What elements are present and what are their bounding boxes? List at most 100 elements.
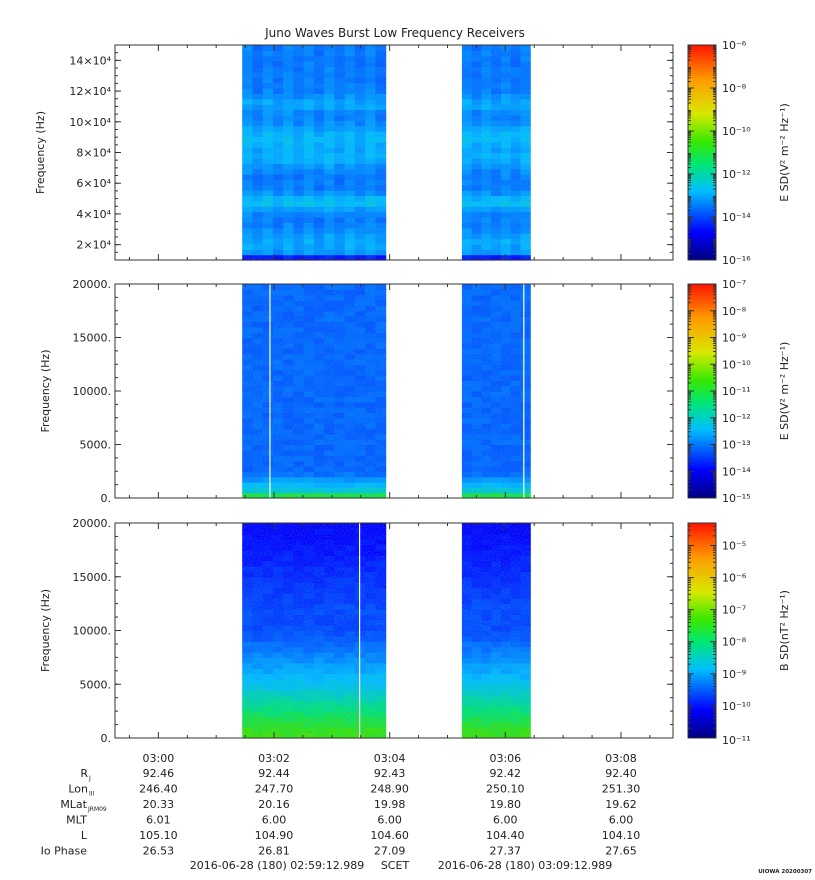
x-tick-label: 03:02 bbox=[258, 752, 290, 765]
colorbar-label: E SD(V² m⁻² Hz⁻¹) bbox=[778, 103, 791, 202]
y-tick-label: 15000. bbox=[73, 571, 112, 584]
ephemeris-value: 247.70 bbox=[255, 783, 294, 796]
ephemeris-row: L 105.10 104.90 104.60 104.40 104.10 bbox=[81, 829, 640, 842]
ephemeris-label: Io Phase bbox=[41, 845, 88, 858]
y-tick-label: 20000. bbox=[73, 517, 112, 530]
footer-stamp: UIOWA 20200307 bbox=[758, 869, 812, 875]
colorbar-tick-label: 10⁻¹⁰ bbox=[722, 125, 751, 138]
footer-end-time: 2016-06-28 (180) 03:09:12.989 bbox=[438, 859, 612, 872]
colorbar-tick-label: 10⁻⁶ bbox=[722, 572, 747, 585]
colorbar-tick-label: 10⁻¹⁰ bbox=[722, 358, 751, 371]
ephemeris-value: 6.01 bbox=[146, 814, 171, 827]
y-tick-label: 14×10⁴ bbox=[69, 54, 111, 67]
y-tick-label: 20000. bbox=[73, 278, 112, 291]
ephemeris-row: MLat JRM09 20.33 20.16 19.98 19.80 19.62 bbox=[60, 798, 636, 813]
y-tick-label: 5000. bbox=[80, 678, 112, 691]
y-tick-label: 6×10⁴ bbox=[76, 177, 111, 190]
data-block-1 bbox=[242, 523, 387, 739]
colorbar-tick-label: 10⁻¹² bbox=[722, 168, 751, 181]
footer-start-time: 2016-06-28 (180) 02:59:12.989 bbox=[190, 859, 364, 872]
data-block-2 bbox=[461, 284, 531, 499]
ephemeris-row: R J 92.46 92.44 92.43 92.42 92.40 bbox=[80, 767, 636, 782]
panel-frame bbox=[114, 522, 674, 739]
x-tick-label: 03:04 bbox=[374, 752, 406, 765]
y-tick-label: 12×10⁴ bbox=[69, 85, 111, 98]
spectrogram-panel-1: 2×10⁴ 4×10⁴ 6×10⁴ 8×10⁴ 10×10⁴ 12×10⁴ 14×10⁴ Fr… bbox=[34, 39, 791, 267]
colorbar-label: B SD(nT² Hz⁻¹) bbox=[778, 590, 791, 671]
colorbar-label: E SD(V² m⁻² Hz⁻¹) bbox=[778, 342, 791, 441]
ephemeris-label: L bbox=[81, 829, 88, 842]
colorbar-tick-label: 10⁻⁸ bbox=[722, 305, 747, 318]
x-tick-label: 03:00 bbox=[143, 752, 175, 765]
panels: 2×10⁴ 4×10⁴ 6×10⁴ 8×10⁴ 10×10⁴ 12×10⁴ 14×10⁴ Fr… bbox=[34, 39, 791, 747]
y-tick-label: 10000. bbox=[73, 625, 112, 638]
y-tick-label: 0. bbox=[101, 492, 112, 505]
ephemeris-value: 92.46 bbox=[143, 767, 175, 780]
data-block-1 bbox=[242, 284, 387, 499]
colorbar-2: 10⁻¹⁵ 10⁻¹⁴ 10⁻¹³ 10⁻¹² 10⁻¹¹ 10⁻¹⁰ 10⁻⁹ 10⁻⁸ 10… bbox=[687, 278, 791, 505]
y-tick-label: 0. bbox=[101, 732, 112, 745]
y-axis-label: Frequency (Hz) bbox=[39, 350, 52, 433]
ephemeris-value: 250.10 bbox=[486, 783, 525, 796]
ephemeris-value: 20.16 bbox=[258, 798, 290, 811]
ephemeris-table: R J 92.46 92.44 92.43 92.42 92.40 Lon III 246.40 2… bbox=[41, 767, 641, 858]
colorbar-tick-label: 10⁻⁸ bbox=[722, 82, 747, 95]
ephemeris-value: 19.80 bbox=[490, 798, 522, 811]
y-tick-label: 10000. bbox=[73, 385, 112, 398]
y-tick-label: 2×10⁴ bbox=[76, 239, 111, 252]
x-tick-label: 03:06 bbox=[489, 752, 521, 765]
ephemeris-label: Lon bbox=[68, 783, 88, 796]
ephemeris-value: 27.37 bbox=[490, 845, 522, 858]
colorbar-tick-label: 10⁻⁵ bbox=[722, 539, 746, 552]
ephemeris-value: 92.40 bbox=[605, 767, 637, 780]
colorbar-tick-label: 10⁻¹³ bbox=[722, 439, 751, 452]
colorbar-tick-label: 10⁻¹² bbox=[722, 412, 751, 425]
ephemeris-label-subscript: JRM09 bbox=[87, 806, 107, 813]
ephemeris-row: Lon III 246.40 247.70 248.90 250.10 251.30 bbox=[68, 783, 640, 798]
ephemeris-value: 19.62 bbox=[605, 798, 637, 811]
ephemeris-value: 20.33 bbox=[143, 798, 175, 811]
colorbar-tick-label: 10⁻¹⁵ bbox=[722, 492, 751, 505]
ephemeris-value: 251.30 bbox=[602, 783, 641, 796]
data-block-2 bbox=[461, 45, 531, 261]
ephemeris-value: 6.00 bbox=[493, 814, 518, 827]
ephemeris-value: 104.40 bbox=[486, 829, 525, 842]
ephemeris-value: 6.00 bbox=[377, 814, 402, 827]
ephemeris-label-subscript: J bbox=[88, 775, 91, 782]
x-tick-label: 03:08 bbox=[605, 752, 637, 765]
spectrogram-panel-3: 0. 5000. 10000. 15000. 20000. Frequency (Hz) 1… bbox=[39, 517, 791, 747]
ephemeris-value: 105.10 bbox=[139, 829, 178, 842]
ephemeris-value: 92.43 bbox=[374, 767, 406, 780]
ephemeris-label: MLT bbox=[66, 814, 87, 827]
ephemeris-value: 92.42 bbox=[490, 767, 522, 780]
ephemeris-label: MLat bbox=[60, 798, 87, 811]
y-tick-label: 4×10⁴ bbox=[76, 208, 111, 221]
ephemeris-value: 27.09 bbox=[374, 845, 406, 858]
x-axis-labels: 03:00 03:02 03:04 03:06 03:08 bbox=[143, 752, 637, 765]
colorbar-tick-label: 10⁻¹¹ bbox=[722, 385, 751, 398]
colorbar-3: 10⁻¹⁰ 10⁻⁹ 10⁻⁸ 10⁻⁷ 10⁻⁶ 10⁻⁵ 10⁻¹¹ B SD(nT² H… bbox=[687, 522, 791, 747]
colorbar-tick-label: 10⁻⁹ bbox=[722, 668, 746, 681]
colorbar-1: 10⁻¹⁶ 10⁻¹⁴ 10⁻¹² 10⁻¹⁰ 10⁻⁸ 10⁻⁶ E SD(V² m⁻² … bbox=[687, 39, 791, 267]
y-tick-label: 15000. bbox=[73, 332, 112, 345]
ephemeris-row: Io Phase 26.53 26.81 27.09 27.37 27.65 bbox=[41, 845, 637, 858]
colorbar-tick-label: 10⁻⁷ bbox=[722, 278, 746, 291]
ephemeris-value: 104.60 bbox=[370, 829, 409, 842]
colorbar-tick-label: 10⁻⁸ bbox=[722, 636, 747, 649]
y-tick-label: 8×10⁴ bbox=[76, 147, 111, 160]
ephemeris-value: 19.98 bbox=[374, 798, 406, 811]
ephemeris-value: 248.90 bbox=[370, 783, 409, 796]
data-block-2 bbox=[461, 523, 531, 739]
panel-frame bbox=[114, 283, 674, 499]
y-tick-label: 5000. bbox=[80, 439, 112, 452]
ephemeris-value: 92.44 bbox=[258, 767, 290, 780]
data-block-1 bbox=[242, 45, 387, 261]
colorbar-tick-label: 10⁻¹⁰ bbox=[722, 700, 751, 713]
spectrogram-panel-2: 0. 5000. 10000. 15000. 20000. Frequency (Hz) 1… bbox=[39, 278, 791, 505]
ephemeris-row: MLT 6.01 6.00 6.00 6.00 6.00 bbox=[66, 814, 633, 827]
colorbar-tick-label: 10⁻⁶ bbox=[722, 39, 747, 52]
ephemeris-value: 6.00 bbox=[609, 814, 634, 827]
footer-scet: SCET bbox=[381, 859, 410, 872]
